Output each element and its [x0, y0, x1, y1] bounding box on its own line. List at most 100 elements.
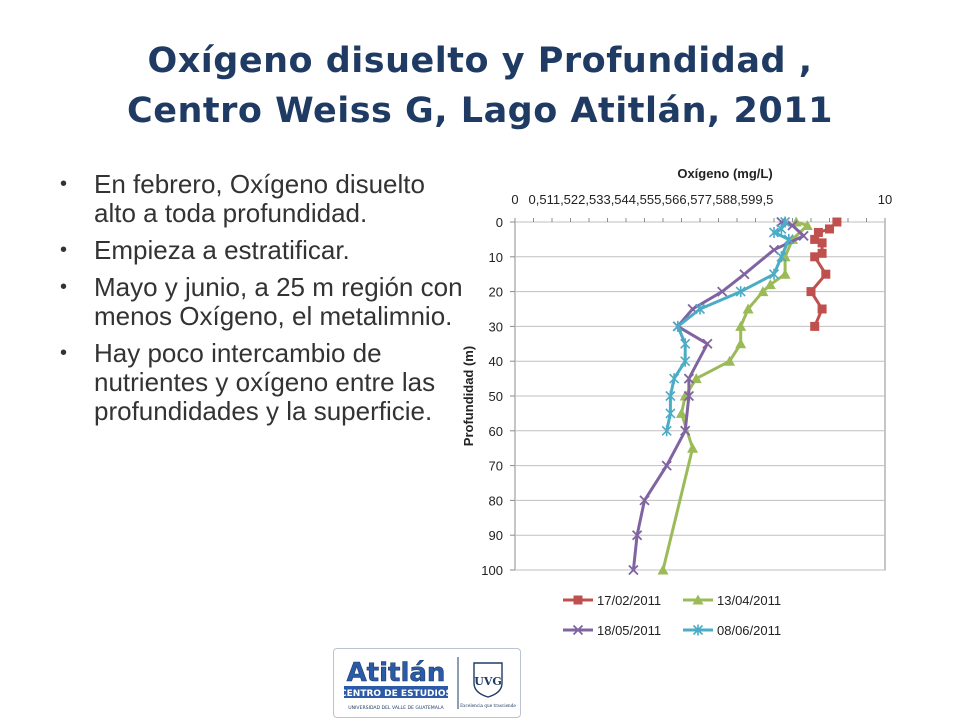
- data-point-square: [810, 252, 820, 262]
- y-tick-label: 80: [489, 493, 503, 508]
- data-point-triangle: [764, 279, 776, 290]
- data-point-star: [661, 425, 672, 437]
- slide-title-line-1: Oxígeno disuelto y Profundidad ,: [147, 41, 813, 81]
- y-tick-label: 20: [489, 285, 503, 300]
- data-point-triangle: [757, 286, 769, 297]
- x-tick-label: 0: [511, 192, 518, 207]
- data-point-square: [573, 595, 583, 605]
- x-tick-label: 0,5: [529, 192, 547, 207]
- data-point-x: [702, 338, 713, 349]
- data-point-x: [628, 564, 639, 576]
- bullet-item: • Empieza a estratificar.: [58, 236, 468, 265]
- x-tick-label: 7: [697, 192, 704, 207]
- y-axis-title: Profundidad (m): [461, 346, 476, 446]
- x-tick-label: 2: [571, 192, 578, 207]
- data-point-star: [776, 223, 787, 235]
- logo-university: UNIVERSIDAD DEL VALLE DE GUATEMALA: [348, 705, 444, 711]
- data-point-star: [783, 233, 794, 245]
- y-tick-label: 30: [489, 319, 503, 334]
- x-tick-label: 3: [596, 192, 603, 207]
- data-point-x: [683, 373, 695, 384]
- y-tick-label: 90: [489, 528, 503, 543]
- data-point-square: [821, 269, 831, 279]
- y-tick-label: 0: [496, 215, 503, 230]
- x-tick-label: 6,5: [679, 192, 697, 207]
- logo-seal-text: UVG: [474, 675, 502, 688]
- x-tick-label: 2,5: [578, 192, 596, 207]
- series-0: [806, 217, 842, 331]
- data-point-star: [672, 320, 683, 332]
- legend-item: 17/02/2011: [563, 593, 661, 608]
- chart-legend: 17/02/2011 13/04/2011 18/05/2011 08/06/2011: [563, 593, 781, 638]
- data-point-triangle: [657, 564, 669, 575]
- data-point-star: [669, 373, 680, 385]
- logo-seal-caption: Excelencia que trasciende: [460, 703, 516, 708]
- slide-title-line-2: Centro Weiss G, Lago Atitlán, 2011: [127, 91, 833, 131]
- data-point-triangle: [742, 303, 754, 314]
- data-point-star: [768, 226, 780, 238]
- data-point-triangle: [735, 338, 747, 349]
- data-point-square: [817, 304, 827, 314]
- chart-title: Oxígeno (mg/L): [677, 166, 772, 181]
- chart-series: [628, 216, 842, 576]
- data-point-x: [572, 624, 584, 636]
- data-point-star: [694, 303, 706, 315]
- data-point-triangle: [724, 355, 736, 366]
- legend-item: 18/05/2011: [563, 623, 661, 638]
- oxygen-depth-chart: Oxígeno (mg/L) Profundidad (m) 010203040…: [461, 166, 892, 638]
- data-point-star: [680, 355, 691, 367]
- bullet-list: • En febrero, Oxígeno disuelto alto a tod…: [58, 170, 468, 434]
- x-tick-label: 7,5: [705, 192, 723, 207]
- x-tick-label: 10: [878, 192, 892, 207]
- bullet-dot-icon: •: [60, 342, 68, 364]
- data-point-x: [739, 269, 750, 280]
- data-point-star: [665, 407, 676, 419]
- bullet-text: En febrero, Oxígeno disuelto alto a toda…: [94, 169, 425, 228]
- data-point-x: [680, 425, 691, 436]
- data-point-star: [735, 286, 746, 298]
- x-tick-label: 4: [622, 192, 629, 207]
- data-point-x: [639, 495, 650, 506]
- bullet-item: • En febrero, Oxígeno disuelto alto a tod…: [58, 170, 468, 228]
- y-tick-label: 60: [489, 424, 503, 439]
- legend-item: 08/06/2011: [683, 623, 781, 638]
- logo-banner: [344, 686, 448, 698]
- data-point-star: [665, 390, 676, 402]
- data-point-x: [787, 220, 798, 231]
- logo-graphic: Atitlán CENTRO DE ESTUDIOS UNIVERSIDAD D…: [340, 657, 516, 711]
- y-tick-label: 10: [489, 250, 503, 265]
- bullet-text: Mayo y junio, a 25 m región con menos Ox…: [94, 272, 463, 331]
- data-point-square: [817, 238, 827, 248]
- data-point-triangle: [801, 219, 813, 230]
- bullet-item: • Hay poco intercambio de nutrientes y ox…: [58, 339, 468, 426]
- uvg-shield-icon: [473, 662, 503, 698]
- y-tick-label: 50: [489, 389, 503, 404]
- data-point-triangle: [692, 594, 704, 605]
- x-tick-label: 4,5: [629, 192, 647, 207]
- data-point-x: [683, 390, 695, 402]
- x-tick-label: 9,5: [755, 192, 773, 207]
- x-tick-label: 1,5: [553, 192, 571, 207]
- bullet-item: • Mayo y junio, a 25 m región con menos O…: [58, 273, 468, 331]
- series-line: [661, 220, 809, 572]
- slide-title: Oxígeno disuelto y Profundidad , Centro …: [30, 36, 930, 136]
- x-tick-label: 9: [748, 192, 755, 207]
- data-point-square: [825, 224, 834, 234]
- legend-label: 17/02/2011: [597, 593, 661, 608]
- bullet-dot-icon: •: [60, 276, 68, 298]
- chart-axes: 0 10 20 30 40 50 60 70 80 90 100 0 10 0,511,522,533,5…: [481, 192, 892, 578]
- data-point-x: [717, 286, 728, 297]
- x-tick-label: 8: [723, 192, 730, 207]
- data-point-square: [810, 234, 820, 244]
- data-point-star: [680, 338, 691, 350]
- chart-gridlines: [514, 221, 886, 571]
- x-tick-label: 3,5: [603, 192, 621, 207]
- data-point-star: [768, 268, 780, 280]
- data-point-triangle: [735, 320, 747, 331]
- x-tick-label-row: 0,511,522,533,544,555,566,577,588,599,5: [529, 192, 774, 207]
- legend-label: 18/05/2011: [597, 623, 661, 638]
- data-point-triangle: [690, 373, 702, 384]
- legend-label: 08/06/2011: [717, 623, 781, 638]
- y-tick-label: 40: [489, 354, 503, 369]
- series-3: [661, 216, 794, 437]
